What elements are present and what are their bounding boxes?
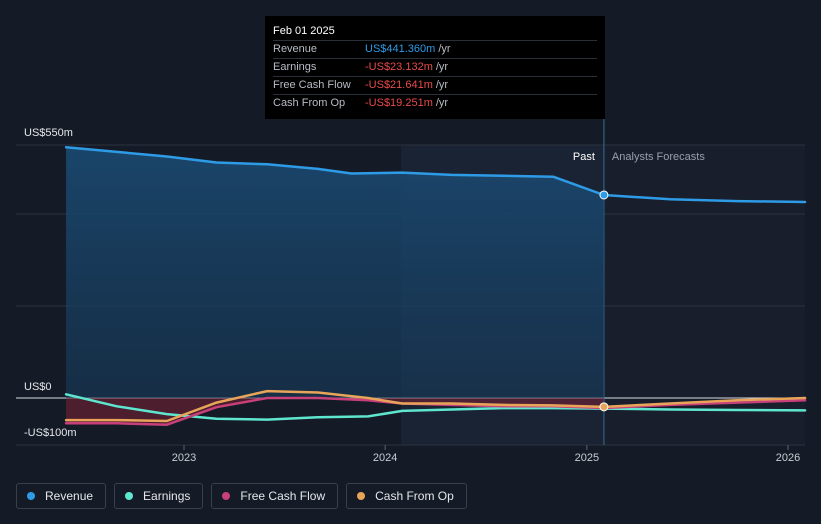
tooltip-value: US$441.360m <box>365 43 436 55</box>
y-tick-label: US$550m <box>24 127 73 139</box>
forecast-label: Analysts Forecasts <box>612 151 705 163</box>
forecast-region <box>603 145 805 445</box>
legend-dot-icon <box>357 492 366 500</box>
y-tick-label: US$0 <box>24 381 52 393</box>
x-tick-label: 2024 <box>373 452 397 464</box>
tooltip-unit: /yr <box>438 43 451 55</box>
legend: Revenue Earnings Free Cash Flow Cash Fro… <box>16 483 467 509</box>
past-label: Past <box>573 151 595 163</box>
legend-item-earnings[interactable]: Earnings <box>114 483 204 509</box>
cash-from-op-marker <box>599 402 609 412</box>
legend-label: Earnings <box>143 489 191 503</box>
legend-item-cash-from-op[interactable]: Cash From Op <box>346 483 467 509</box>
series-line-cash-from-op <box>64 389 807 423</box>
tooltip-unit: /yr <box>435 61 449 73</box>
tooltip: Feb 01 2025 Revenue US$441.360m /yr Earn… <box>265 16 605 119</box>
legend-dot-icon <box>222 492 231 500</box>
tooltip-value: -US$21.641m <box>365 79 433 91</box>
tooltip-label: Earnings <box>273 61 317 73</box>
tooltip-value: -US$19.251m <box>365 97 433 109</box>
legend-label: Revenue <box>45 489 94 503</box>
legend-label: Cash From Op <box>375 489 454 503</box>
legend-item-free-cash-flow[interactable]: Free Cash Flow <box>211 483 339 509</box>
tooltip-label: Free Cash Flow <box>273 79 351 91</box>
tooltip-value: -US$23.132m <box>365 61 433 73</box>
legend-dot-icon <box>125 492 134 500</box>
tooltip-row-revenue: Revenue US$441.360m /yr <box>273 40 597 58</box>
tooltip-row-cash-from-op: Cash From Op -US$19.251m /yr <box>273 94 597 112</box>
tooltip-unit: /yr <box>435 79 449 91</box>
legend-label: Free Cash Flow <box>240 489 326 503</box>
legend-item-revenue[interactable]: Revenue <box>16 483 107 509</box>
tooltip-row-earnings: Earnings -US$23.132m /yr <box>273 58 597 76</box>
x-tick-label: 2025 <box>575 452 599 464</box>
series-line-revenue <box>64 146 807 204</box>
tooltip-row-free-cash-flow: Free Cash Flow -US$21.641m /yr <box>273 76 597 94</box>
y-tick-label: -US$100m <box>24 427 77 439</box>
x-tick-label: 2026 <box>776 452 800 464</box>
tooltip-unit: /yr <box>435 97 449 109</box>
legend-dot-icon <box>27 492 35 500</box>
tooltip-date: Feb 01 2025 <box>273 25 335 37</box>
revenue-area <box>66 147 604 398</box>
tooltip-label: Revenue <box>273 43 318 55</box>
x-tick-label: 2023 <box>172 452 196 464</box>
revenue-marker <box>599 190 609 200</box>
tooltip-label: Cash From Op <box>273 97 346 109</box>
